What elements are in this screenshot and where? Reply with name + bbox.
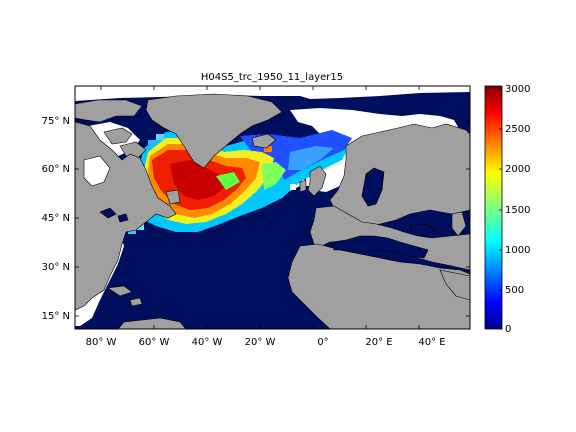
hudson-bay xyxy=(83,155,111,187)
colorbar-tick-label: 2500 xyxy=(505,124,530,135)
caspian-sea xyxy=(451,211,467,237)
mediterranean-sea xyxy=(331,235,429,259)
y-tick-label: 15° N xyxy=(42,311,70,322)
y-axis xyxy=(75,120,470,317)
map-frame xyxy=(74,85,471,330)
x-tick-label: 0° xyxy=(317,337,328,348)
x-axis xyxy=(100,86,420,329)
x-tick-label: 40° W xyxy=(192,337,223,348)
x-tick-label: 40° E xyxy=(418,337,445,348)
y-tick-label: 60° N xyxy=(42,164,70,175)
y-tick-label: 30° N xyxy=(42,262,70,273)
colorbar-tick-label: 1500 xyxy=(505,205,530,216)
colorbar-tick-label: 3000 xyxy=(505,84,530,95)
x-tick-label: 20° W xyxy=(245,337,276,348)
colorbar-tick-label: 0 xyxy=(505,324,511,335)
x-tick-label: 20° E xyxy=(365,337,392,348)
colorbar: 3000 2500 2000 1500 1000 500 0 xyxy=(484,84,530,335)
great-lakes xyxy=(99,207,129,223)
y-tick-label: 75° N xyxy=(42,116,70,127)
colorbar-tick-label: 1000 xyxy=(505,245,530,256)
x-tick-labels: 80° W 60° W 40° W 20° W 0° 20° E 40° E xyxy=(86,337,446,348)
plot-title: H04S5_trc_1950_11_layer15 xyxy=(201,72,343,83)
y-tick-labels: 75° N 60° N 45° N 30° N 15° N xyxy=(42,116,70,322)
x-tick-label: 80° W xyxy=(86,337,117,348)
x-tick-label: 60° W xyxy=(139,337,170,348)
colorbar-gradient xyxy=(484,85,503,330)
y-tick-label: 45° N xyxy=(42,213,70,224)
colorbar-tick-label: 500 xyxy=(505,285,524,296)
map-panel xyxy=(75,86,470,329)
black-sea xyxy=(409,223,437,237)
baltic-sea xyxy=(361,167,385,207)
colorbar-tick-label: 2000 xyxy=(505,164,530,175)
